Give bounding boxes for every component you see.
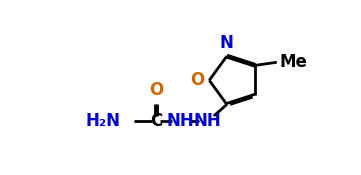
- Text: O: O: [149, 81, 163, 99]
- Text: NH: NH: [167, 112, 195, 130]
- Text: NH: NH: [194, 112, 221, 130]
- Text: H₂N: H₂N: [86, 112, 121, 130]
- Text: O: O: [190, 71, 204, 89]
- Text: Me: Me: [280, 53, 308, 71]
- Text: N: N: [220, 34, 234, 52]
- Text: C: C: [150, 112, 162, 130]
